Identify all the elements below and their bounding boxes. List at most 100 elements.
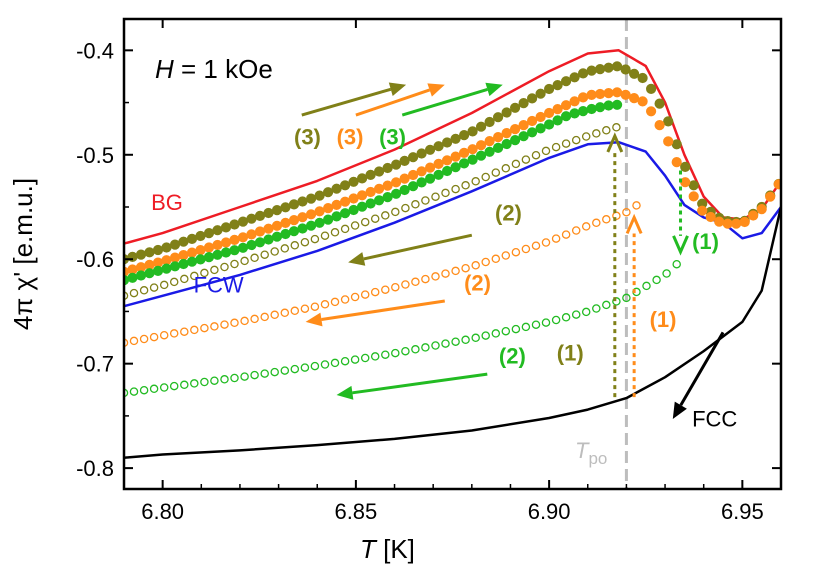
data-point [149,283,159,292]
data-point [450,162,461,173]
data-point [552,115,563,126]
data-point [637,96,648,107]
data-point [144,247,155,258]
data-point [578,68,589,79]
y-tick-label: -0.8 [76,456,114,481]
data-point [161,255,172,266]
arrow-3-orange-head [427,83,445,97]
data-point [229,219,240,230]
data-point [680,161,691,172]
data-point [374,183,385,194]
data-point [306,193,317,204]
series-markers [124,201,641,348]
data-point [178,258,189,270]
data-point [159,330,169,340]
data-point [357,190,368,201]
arrow-2-orange-shaft [321,299,445,321]
data-point [370,214,380,223]
data-point [365,186,376,198]
data-point [203,252,215,263]
data-point [484,136,495,147]
data-point [578,92,589,103]
data-point [169,329,179,338]
plot-frame [122,17,783,491]
data-point [169,239,181,250]
data-point [186,256,198,267]
data-point [416,148,427,159]
data-point [288,199,300,210]
data-point [521,155,531,164]
data-point [544,119,555,130]
data-point [748,210,759,221]
data-point [149,332,159,342]
data-point [569,108,580,119]
data-point [421,196,430,205]
data-point [571,226,581,235]
data-point [186,247,198,258]
data-point [459,158,470,169]
data-point [391,188,402,199]
data-point [135,249,147,260]
data-point [320,360,330,369]
data-point [310,234,320,244]
data-point [663,136,674,147]
arrow-fcc-head [672,401,687,420]
data-point [688,180,699,191]
data-point [220,237,232,248]
data-point [544,83,555,95]
data-point [297,196,308,207]
data-point [288,215,300,226]
data-point [271,205,283,216]
data-point [212,225,223,236]
data-point [348,176,359,187]
data-point [531,320,541,329]
data-point [360,290,370,299]
data-point [129,288,139,298]
data-point [481,331,490,340]
data-point [521,244,531,254]
data-point [629,93,640,104]
data-point [535,111,546,123]
data-point [441,269,450,278]
data-point [161,242,172,253]
data-point [511,159,521,169]
data-point [731,218,742,229]
data-point [290,364,300,374]
data-point [246,213,257,224]
data-point [401,203,410,213]
data-point [471,261,480,270]
data-point [467,144,478,155]
data-point [408,152,419,163]
data-point [484,116,495,128]
data-point [300,237,310,247]
data-point [552,104,563,115]
data-point [544,107,555,119]
arrow-3-green-shaft [401,87,488,117]
data-point [578,106,589,117]
x-axis-title: T [K] [360,534,415,564]
data-point [161,263,172,274]
arrow-2-olive-head [348,252,366,266]
data-point [139,385,149,395]
data-point [662,269,671,278]
arrow-1-olive [606,132,624,398]
data-point [210,265,219,275]
data-point [180,380,189,390]
data-point [139,286,149,295]
data-point [374,195,385,206]
data-point [300,363,310,372]
data-point [551,142,561,152]
data-point [688,191,699,202]
data-point [531,241,541,250]
data-point [612,61,623,72]
data-point [348,204,359,216]
data-point [314,217,325,228]
data-point [484,146,495,157]
data-point [511,247,521,257]
data-point [421,343,430,352]
data-point [382,192,393,203]
arrow-1-orange-head [625,213,643,235]
series-layer [124,49,781,459]
data-point [632,201,641,210]
x-tick-label: 6.90 [528,499,571,524]
